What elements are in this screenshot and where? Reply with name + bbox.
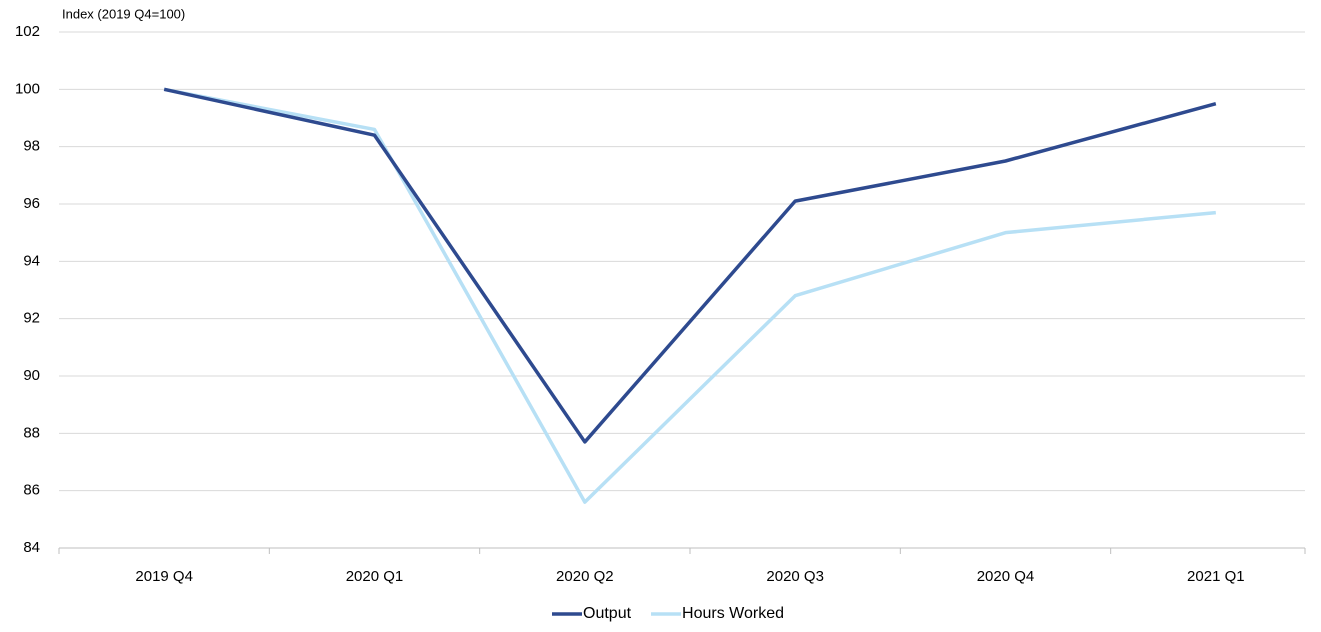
series-line [163, 87, 1216, 504]
y-tick-label: 84 [23, 539, 40, 556]
y-tick-label: 90 [23, 367, 40, 384]
y-axis-label: Index (2019 Q4=100) [62, 6, 185, 21]
y-tick-label: 96 [23, 195, 40, 212]
y-tick-label: 94 [23, 252, 40, 269]
y-tick-label: 98 [23, 138, 40, 155]
y-tick-label: 102 [15, 23, 40, 40]
x-tick-label: 2020 Q2 [556, 568, 614, 585]
x-tick-label: 2020 Q4 [977, 568, 1035, 585]
legend-label: Hours Worked [682, 605, 784, 622]
y-tick-label: 86 [23, 482, 40, 499]
legend-label: Output [583, 605, 632, 622]
y-tick-label: 100 [15, 80, 40, 97]
y-tick-label: 88 [23, 424, 40, 441]
x-tick-label: 2020 Q3 [766, 568, 824, 585]
y-tick-label: 92 [23, 310, 40, 327]
x-tick-label: 2019 Q4 [135, 568, 193, 585]
series-line [163, 87, 1217, 444]
x-tick-label: 2020 Q1 [346, 568, 404, 585]
x-tick-label: 2021 Q1 [1187, 568, 1245, 585]
